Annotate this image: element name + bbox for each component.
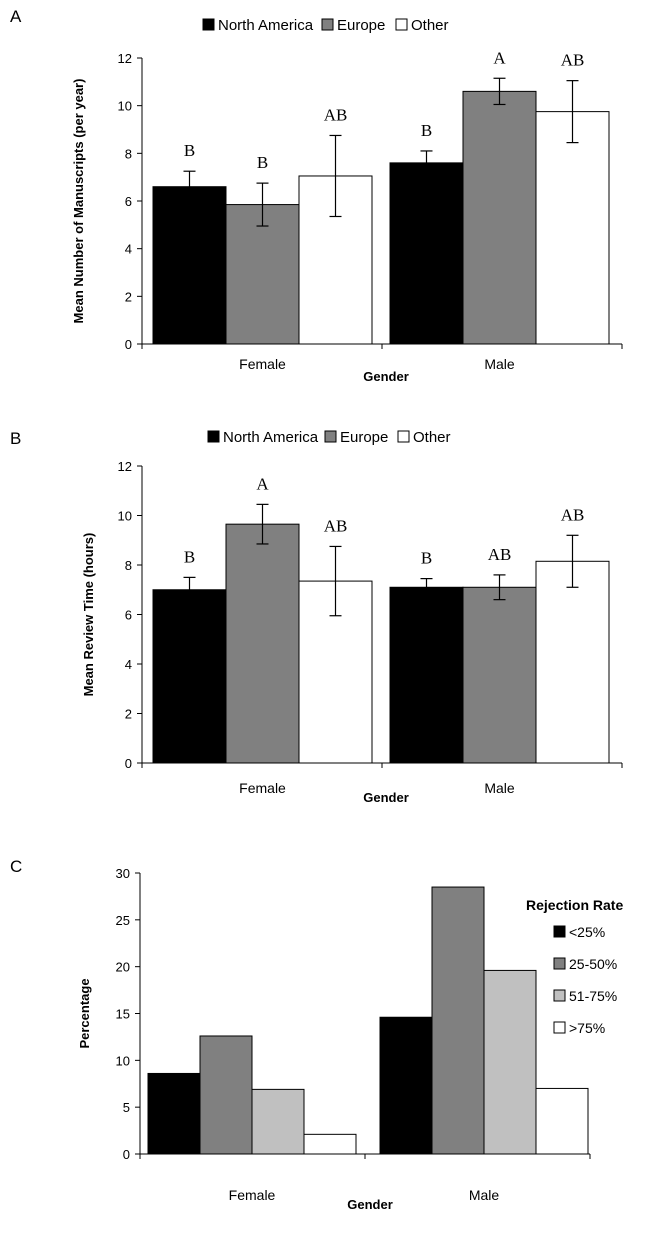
panel-c-legend-label: 51-75% — [569, 988, 617, 1004]
panel-b-bar — [389, 586, 464, 764]
panel-b-legend-swatch — [207, 430, 220, 443]
panel-b-bar — [462, 586, 537, 764]
panel-a-bar — [389, 162, 464, 345]
panel-c-bar — [483, 969, 537, 1155]
panel-c-bar — [251, 1088, 305, 1155]
panel-c-legend-swatch — [553, 957, 566, 970]
panel-a-category-label: Male — [484, 356, 515, 372]
panel-c-legend-swatch — [553, 925, 566, 938]
panel-c-y-tick-label: 15 — [116, 1007, 130, 1022]
panel-a-legend-label: Europe — [337, 17, 385, 34]
panel-b-significance-label: A — [256, 474, 269, 493]
panel-b-y-axis-title: Mean Review Time (hours) — [81, 533, 96, 697]
panel-a-legend-label: North America — [218, 17, 314, 34]
panel-c-bar — [147, 1072, 201, 1155]
panel-b-significance-label: AB — [324, 516, 348, 535]
panel-b-y-tick-label: 8 — [125, 558, 132, 573]
panel-c-legend-swatch — [553, 989, 566, 1002]
panel-c-y-axis-title: Percentage — [77, 978, 92, 1048]
panel-a-significance-label: AB — [561, 51, 585, 70]
panel-c-x-axis-title: Gender — [347, 1197, 393, 1212]
panel-c-y-tick-label: 25 — [116, 913, 130, 928]
panel-b-y-tick-label: 12 — [118, 459, 132, 474]
panel-b-bar — [535, 560, 610, 764]
panel-a-y-axis-title: Mean Number of Manuscripts (per year) — [71, 79, 86, 324]
panel-a-bar — [535, 111, 610, 345]
panel-b-legend-label: Europe — [340, 429, 388, 446]
panel-c-bar — [431, 886, 485, 1155]
panel-b-y-tick-label: 0 — [125, 756, 132, 771]
panel-b-x-axis-title: Gender — [363, 790, 409, 805]
panel-b-bar — [152, 589, 227, 764]
panel-b-y-tick-label: 10 — [118, 509, 132, 524]
panel-c-category-label: Female — [229, 1187, 276, 1203]
panel-c-bar — [379, 1016, 433, 1155]
panel-a-bar — [152, 186, 227, 345]
panel-b-legend-swatch — [324, 430, 337, 443]
panel-b-letter: B — [10, 429, 21, 448]
panel-c-legend-label: >75% — [569, 1020, 605, 1036]
panel-a-legend-swatch — [202, 18, 215, 31]
panel-a-y-tick-label: 10 — [118, 99, 132, 114]
panel-a-y-tick-label: 0 — [125, 337, 132, 352]
panel-b-legend-label: Other — [413, 429, 451, 446]
panel-a-significance-label: B — [184, 141, 195, 160]
panel-a-y-tick-label: 2 — [125, 289, 132, 304]
panel-c-category-label: Male — [469, 1187, 500, 1203]
panel-a-bar — [462, 90, 537, 345]
panel-c-legend-title: Rejection Rate — [526, 897, 623, 913]
panel-c-y-tick-label: 20 — [116, 960, 130, 975]
panel-c-bar — [535, 1087, 589, 1155]
panel-a-y-tick-label: 8 — [125, 146, 132, 161]
panel-a-legend-swatch — [395, 18, 408, 31]
panel-a-legend-label: Other — [411, 17, 449, 34]
panel-a-category-label: Female — [239, 356, 286, 372]
panel-c-letter: C — [10, 857, 22, 876]
panel-a-y-tick-label: 4 — [125, 242, 132, 257]
panel-a-y-tick-label: 12 — [118, 51, 132, 66]
panel-a-x-axis-title: Gender — [363, 369, 409, 384]
panel-a-legend-swatch — [321, 18, 334, 31]
panel-c-legend-label: <25% — [569, 924, 605, 940]
panel-b-significance-label: AB — [488, 545, 512, 564]
panel-b-bar — [225, 523, 300, 764]
panel-b-legend-swatch — [397, 430, 410, 443]
panel-a-significance-label: B — [257, 153, 268, 172]
panel-b-significance-label: B — [184, 547, 195, 566]
panel-c-legend-label: 25-50% — [569, 956, 617, 972]
panel-a-significance-label: A — [493, 48, 506, 67]
panel-a-significance-label: AB — [324, 105, 348, 124]
panel-b-y-tick-label: 4 — [125, 657, 132, 672]
panel-c-bar — [303, 1133, 357, 1155]
panel-a-letter: A — [10, 7, 22, 26]
panel-c-bar — [199, 1035, 253, 1155]
panel-c-legend-swatch — [553, 1021, 566, 1034]
panel-c-y-tick-label: 30 — [116, 866, 130, 881]
panel-b-legend-label: North America — [223, 429, 319, 446]
panel-b-significance-label: AB — [561, 505, 585, 524]
panel-b-category-label: Female — [239, 780, 286, 796]
panel-a-y-tick-label: 6 — [125, 194, 132, 209]
panel-b-category-label: Male — [484, 780, 515, 796]
panel-b-significance-label: B — [421, 549, 432, 568]
panel-c-y-tick-label: 10 — [116, 1053, 130, 1068]
panel-c-y-tick-label: 0 — [123, 1147, 130, 1162]
panel-a-significance-label: B — [421, 121, 432, 140]
panel-b-y-tick-label: 2 — [125, 707, 132, 722]
panel-c-y-tick-label: 5 — [123, 1100, 130, 1115]
panel-b-y-tick-label: 6 — [125, 608, 132, 623]
